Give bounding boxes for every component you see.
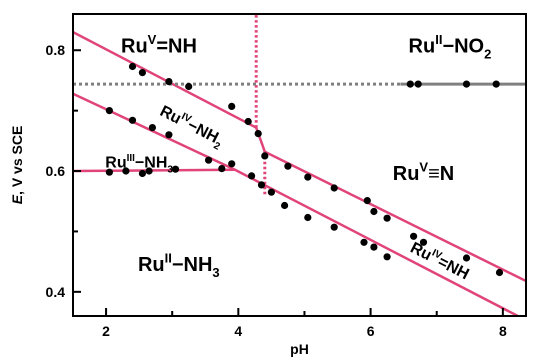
region-label-ru-iv-nh2: RuIV−NH2: [155, 101, 227, 152]
data-point-36: [138, 169, 146, 178]
data-point-11: [330, 184, 338, 192]
data-point-4: [185, 82, 193, 91]
y-tick-label: 0.4: [46, 284, 66, 300]
data-point-33: [383, 253, 391, 261]
data-point-7: [254, 130, 262, 138]
data-point-18: [495, 268, 504, 277]
y-tick-label: 0.8: [46, 42, 66, 58]
data-point-16: [419, 238, 428, 246]
region-label-ru-ii-nh3: RuII−NH3: [138, 251, 220, 280]
data-point-23: [205, 156, 213, 164]
data-point-22: [165, 131, 173, 139]
data-point-32: [370, 243, 378, 251]
x-tick-label: 4: [234, 323, 242, 339]
data-point-12: [363, 197, 371, 205]
data-point-26: [257, 181, 266, 189]
data-point-34: [105, 168, 113, 176]
data-point-28: [281, 201, 289, 210]
plot-frame: [72, 13, 527, 317]
x-tick-label: 8: [499, 323, 507, 339]
data-point-9: [284, 162, 292, 170]
data-point-2: [138, 69, 146, 77]
region-label-ru-v-n: RuV≡N: [393, 159, 454, 184]
y-tick-label: 0.6: [46, 163, 66, 179]
x-tick-label: 6: [367, 323, 375, 339]
data-point-39: [218, 165, 226, 173]
data-point-8: [261, 152, 269, 160]
data-point-19: [105, 107, 113, 115]
data-point-17: [462, 254, 471, 262]
region-label-ru-ii-no2: RuII−NO2: [409, 32, 492, 61]
data-point-35: [122, 167, 130, 175]
region-label-ru-v-nh: RuV=NH: [121, 32, 197, 57]
data-point-20: [128, 116, 137, 124]
data-point-14: [383, 214, 391, 222]
data-point-29: [304, 213, 312, 222]
data-point-13: [370, 207, 378, 216]
data-point-38: [171, 165, 180, 173]
data-point-21: [148, 124, 156, 132]
data-point-30: [330, 223, 338, 231]
data-point-5: [228, 102, 236, 110]
data-point-1: [128, 62, 137, 71]
data-point-24: [228, 160, 236, 168]
data-point-25: [248, 172, 256, 180]
boundary-line-3: [73, 168, 236, 173]
data-point-10: [304, 173, 312, 181]
data-point-37: [145, 167, 153, 175]
x-tick-label: 2: [102, 323, 110, 339]
region-label-ru-iii-nh3: RuIII−NH3: [105, 153, 173, 176]
data-point-15: [410, 232, 418, 240]
data-point-43: [492, 80, 500, 88]
data-point-27: [267, 188, 275, 196]
data-point-41: [414, 80, 422, 88]
x-axis-title: pH: [290, 341, 309, 357]
data-point-3: [165, 78, 173, 86]
data-point-42: [462, 80, 471, 88]
axes: 2 4 6 8 0.4 0.6 0.8 pH E, V vs SCE: [9, 42, 507, 357]
data-point-31: [360, 238, 368, 246]
data-point-40: [406, 80, 414, 88]
boundary-line-1: [73, 30, 526, 283]
boundary-line-2: [73, 92, 521, 316]
y-axis-title: E, V vs SCE: [9, 126, 25, 205]
data-point-6: [244, 117, 252, 126]
data-points: [105, 62, 504, 277]
